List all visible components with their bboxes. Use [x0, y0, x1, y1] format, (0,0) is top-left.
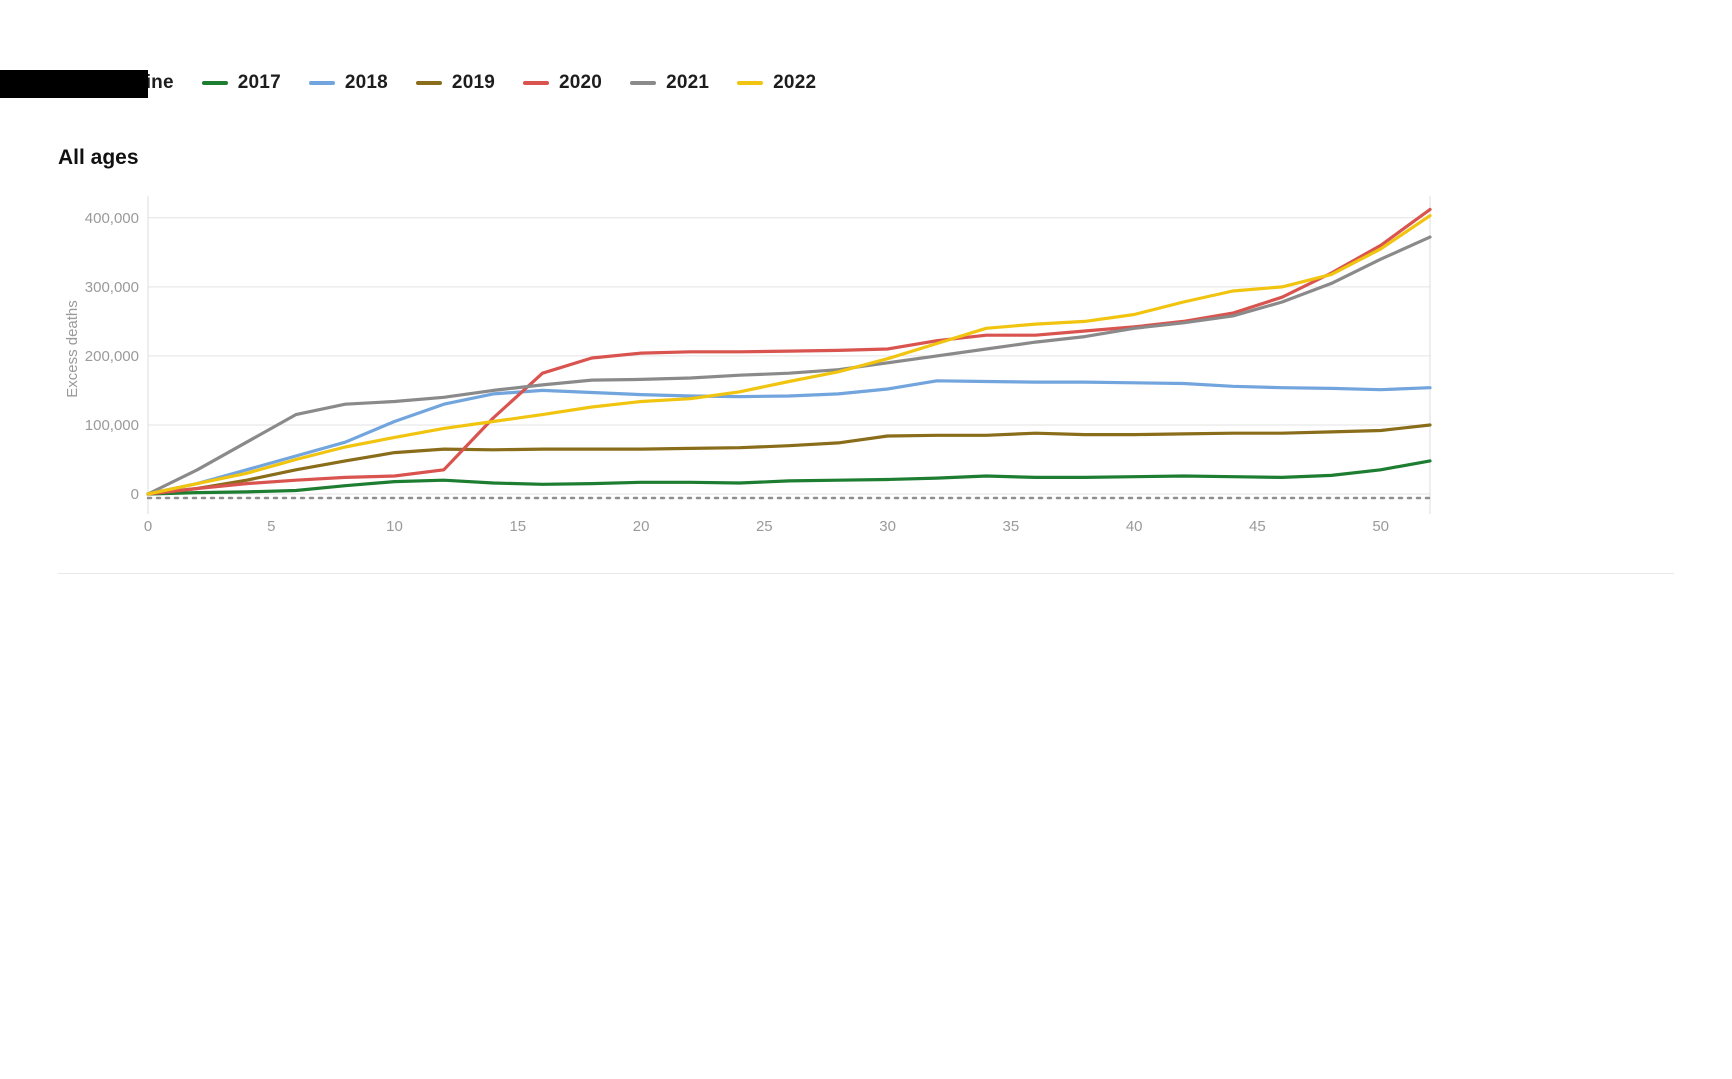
legend-label: 2022 — [773, 72, 817, 93]
x-tick-label: 45 — [1249, 518, 1266, 535]
series-2019 — [146, 423, 1432, 496]
series-2022 — [146, 214, 1432, 496]
legend-swatch-2021 — [630, 81, 657, 85]
y-tick-label: 400,000 — [85, 210, 139, 227]
legend-item-2017[interactable]: 2017 — [201, 72, 281, 94]
legend-swatch-2020 — [523, 81, 549, 85]
legend-item-2022[interactable]: 2022 — [737, 72, 816, 94]
x-tick-label: 20 — [633, 518, 650, 535]
series-2018 — [146, 379, 1432, 496]
legend-item-2019[interactable]: 2019 — [415, 72, 495, 94]
line-chart-svg[interactable]: 0 100,000 200,000 300,000 400,000 0 5 10 15 20 25 3… — [57, 186, 1447, 551]
y-tick-label: 100,000 — [85, 417, 139, 434]
y-tick-label: 300,000 — [85, 279, 139, 296]
legend-label: 2017 — [237, 72, 281, 93]
series-2020 — [146, 207, 1432, 496]
section-divider — [58, 573, 1674, 574]
x-tick-label: 25 — [756, 518, 773, 535]
chart-legend: Baseline201720182019202020212022 — [58, 70, 1674, 96]
x-tick-label: 35 — [1003, 518, 1020, 535]
series-2017 — [146, 459, 1432, 496]
legend-swatch-2017 — [201, 81, 228, 85]
legend-item-2018[interactable]: 2018 — [308, 72, 388, 94]
legend-label: 2019 — [451, 72, 495, 93]
x-tick-label: 10 — [386, 518, 403, 535]
legend-label: 2021 — [666, 72, 710, 93]
x-tick-label: 15 — [509, 518, 526, 535]
chart-title: All ages — [58, 146, 139, 169]
x-tick-label: 50 — [1372, 518, 1389, 535]
legend-swatch-2019 — [415, 81, 442, 85]
legend-item-2020[interactable]: 2020 — [523, 72, 602, 94]
legend-swatch-2018 — [308, 81, 335, 85]
y-axis-label: Excess deaths — [64, 300, 81, 398]
series-2021 — [146, 235, 1432, 496]
x-tick-label: 5 — [267, 518, 275, 535]
y-tick-label: 200,000 — [85, 348, 139, 365]
y-tick-label: 0 — [131, 486, 139, 503]
legend-label: 2020 — [559, 72, 603, 93]
x-tick-label: 0 — [144, 518, 152, 535]
legend-label: 2018 — [344, 72, 388, 93]
legend-swatch-2022 — [737, 81, 764, 85]
x-tick-label: 30 — [879, 518, 896, 535]
excess-deaths-chart: 0 100,000 200,000 300,000 400,000 0 5 10 15 20 25 3… — [57, 186, 1674, 551]
chart-page: Baseline201720182019202020212022 All age… — [0, 70, 1732, 574]
legend-item-2021[interactable]: 2021 — [630, 72, 709, 94]
x-tick-label: 40 — [1126, 518, 1143, 535]
top-left-black-bar — [0, 70, 148, 98]
